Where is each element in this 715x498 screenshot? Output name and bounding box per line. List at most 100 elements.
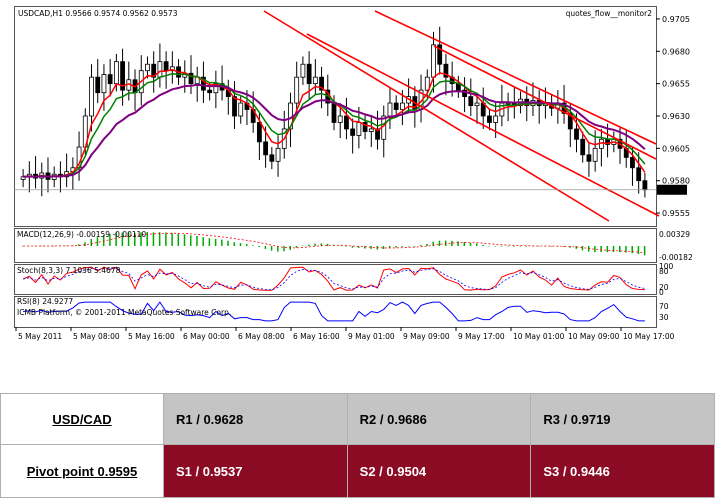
macd-bar — [395, 246, 397, 248]
macd-bar — [90, 239, 93, 246]
macd-bar — [420, 245, 422, 246]
macd-bar — [158, 232, 161, 246]
candle-body — [468, 96, 474, 107]
macd-bar — [227, 240, 229, 246]
candle-body — [306, 63, 312, 85]
r3-cell: R3 / 0.9719 — [530, 393, 715, 445]
macd-bar — [594, 246, 596, 253]
macd-bar — [563, 246, 565, 247]
macd-bar — [488, 245, 490, 247]
price-tick-label: 0.9605 — [662, 144, 690, 153]
candle-body — [201, 76, 206, 91]
candle-body — [424, 76, 430, 91]
macd-bar — [513, 246, 515, 247]
price-tick-label: 0.9630 — [662, 112, 690, 121]
macd-label: MACD(12,26,9) -0.00159 -0.00110 — [17, 230, 146, 239]
macd-bar — [233, 242, 236, 246]
macd-bar — [165, 232, 167, 246]
macd-bar — [146, 232, 148, 246]
macd-bar — [550, 246, 553, 247]
macd-bar — [320, 243, 323, 246]
channel-line — [374, 10, 657, 145]
stoch-tick-label: 20 — [659, 283, 669, 292]
candle-body — [232, 96, 237, 117]
candle-body — [399, 102, 405, 110]
time-tick-label: 5 May 16:00 — [128, 332, 175, 341]
time-tick-label: 5 May 08:00 — [73, 332, 120, 341]
macd-bar — [84, 242, 86, 246]
candle-body — [238, 102, 244, 117]
pivot-label: Pivot point 0.9595 — [26, 463, 138, 479]
macd-bar — [500, 246, 503, 247]
macd-bar — [65, 245, 68, 247]
macd-bar — [457, 241, 459, 246]
macd-bar — [277, 246, 279, 252]
candle-body — [207, 89, 213, 94]
candle-body — [319, 76, 324, 91]
macd-bar — [245, 244, 248, 246]
channel-line — [263, 10, 610, 222]
r2-cell: R2 / 0.9686 — [346, 393, 532, 445]
macd-bar — [401, 246, 403, 247]
candle-body — [387, 102, 393, 117]
pair-cell: USD/CAD — [0, 393, 164, 445]
s3-cell: S3 / 0.9446 — [530, 444, 715, 498]
candle-body — [169, 66, 175, 72]
macd-bar — [214, 238, 217, 246]
macd-signal-line — [23, 232, 645, 254]
price-tick-label: 0.9680 — [662, 47, 690, 56]
macd-tick-label: 0.00329 — [659, 230, 690, 239]
macd-bar — [308, 244, 310, 246]
time-tick-label: 9 May 17:00 — [458, 332, 505, 341]
candle-body — [474, 102, 480, 107]
candle-body — [113, 61, 119, 85]
candle-body — [344, 115, 349, 130]
candle-body — [188, 72, 194, 85]
macd-bar — [438, 240, 441, 246]
candle-body — [163, 61, 169, 72]
ma-slow-line — [23, 83, 646, 178]
candle-body — [294, 76, 300, 104]
macd-bar — [612, 246, 615, 252]
macd-bar — [239, 243, 242, 246]
candle-body — [95, 76, 101, 94]
macd-bar — [53, 245, 55, 247]
candle-body — [375, 128, 380, 140]
macd-bar — [525, 246, 528, 247]
candle-body — [586, 154, 592, 162]
macd-bar — [413, 245, 416, 247]
macd-bar — [22, 246, 24, 247]
time-tick-label: 10 May 09:00 — [568, 332, 620, 341]
candle-body — [437, 44, 443, 65]
macd-bar — [121, 232, 124, 246]
macd-bar — [295, 246, 298, 248]
macd-bar — [357, 246, 360, 248]
candle-body — [443, 63, 449, 78]
candle-body — [636, 167, 642, 182]
macd-bar — [208, 238, 211, 246]
candle-body — [263, 141, 269, 156]
time-tick-label: 10 May 01:00 — [513, 332, 565, 341]
macd-bar — [127, 232, 130, 246]
r1-cell: R1 / 0.9628 — [163, 393, 348, 445]
price-tick-label: 0.9705 — [662, 15, 690, 24]
macd-bar — [407, 246, 410, 247]
time-tick-label: 5 May 2011 — [18, 332, 62, 341]
rsi-tick-label: 30 — [659, 313, 669, 322]
macd-bar — [482, 244, 484, 246]
rsi-label: RSI(8) 24.9277 — [17, 297, 73, 306]
macd-bar — [382, 246, 385, 249]
candle-body — [120, 61, 125, 91]
s1-cell: S1 / 0.9537 — [163, 444, 348, 498]
macd-bar — [637, 246, 640, 255]
macd-bar — [606, 246, 609, 253]
time-tick-label: 6 May 16:00 — [293, 332, 340, 341]
macd-bar — [426, 243, 428, 246]
macd-bar — [507, 246, 509, 247]
macd-bar — [202, 237, 204, 246]
copyright-label: ICMB Platform, © 2001-2011 MetaQuotes So… — [17, 308, 231, 317]
price-tick-label: 0.9655 — [662, 80, 690, 89]
macd-bar — [270, 246, 273, 251]
macd-bar — [40, 245, 43, 247]
macd-bar — [345, 246, 347, 247]
